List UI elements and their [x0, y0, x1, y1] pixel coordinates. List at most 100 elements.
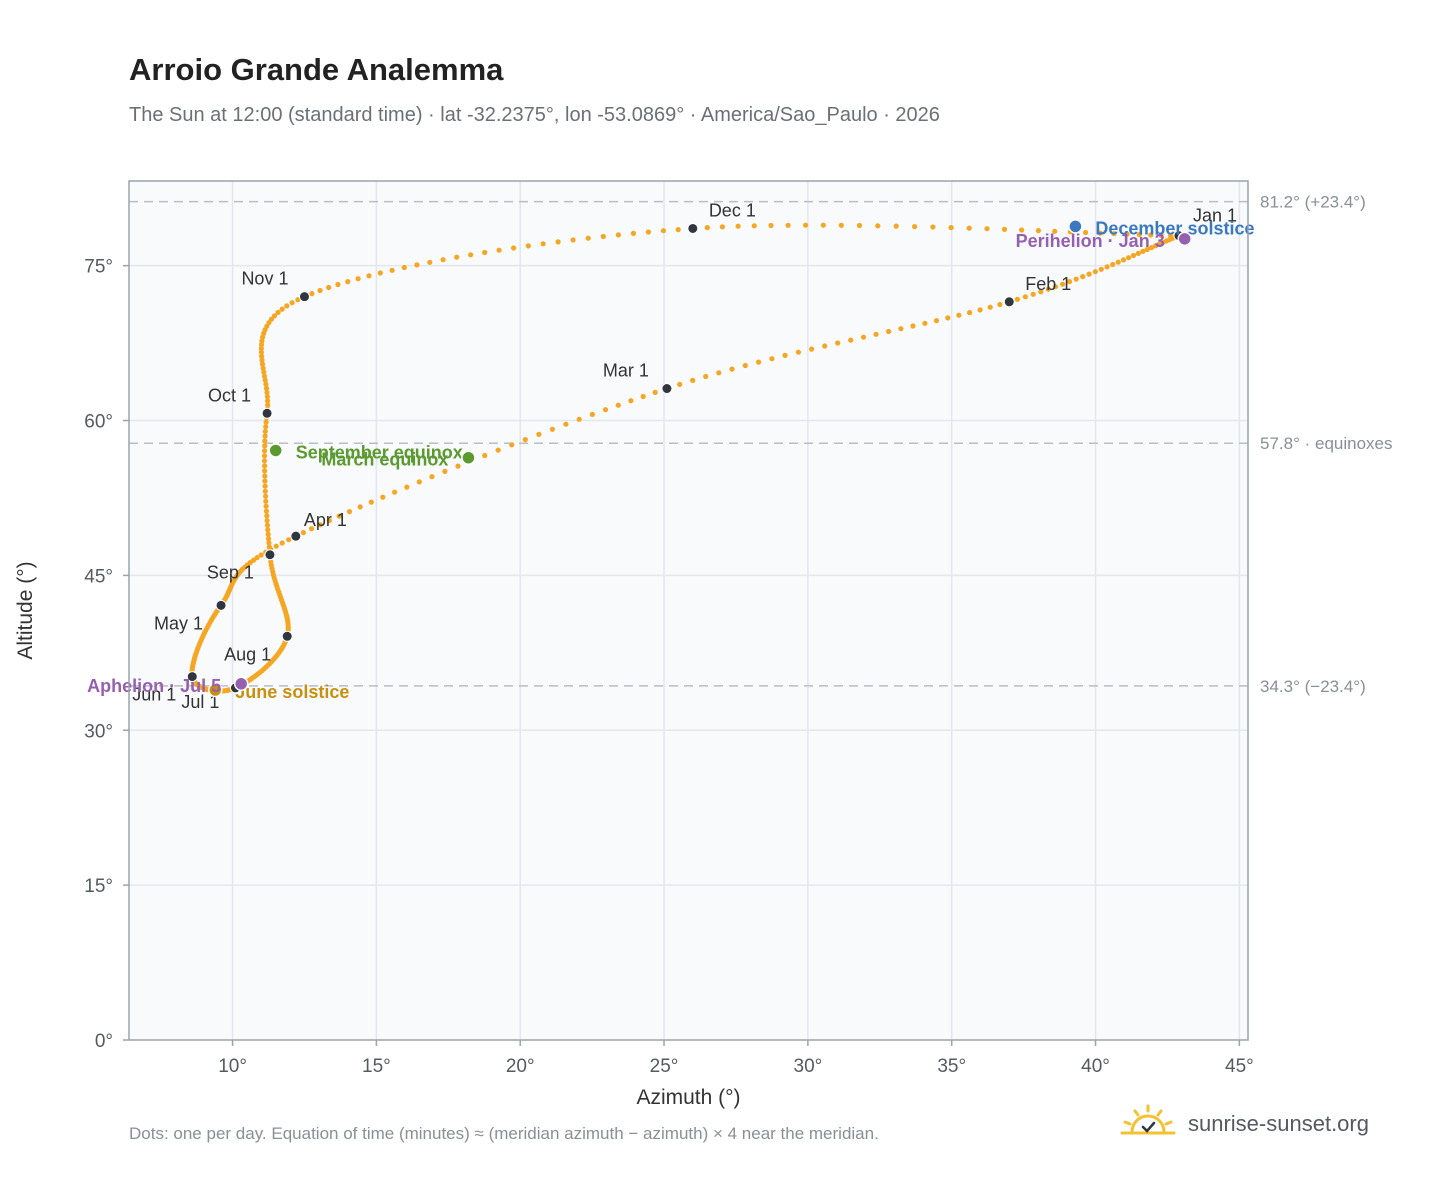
daily-dot	[264, 518, 270, 524]
daily-dot	[652, 389, 658, 395]
daily-dot	[570, 237, 576, 243]
daily-dot	[262, 448, 268, 454]
daily-dot	[602, 407, 609, 413]
event-label: December solstice	[1095, 218, 1254, 238]
daily-dot	[263, 508, 269, 514]
daily-dot	[262, 428, 268, 434]
daily-dot	[910, 323, 916, 329]
daily-dot	[1148, 232, 1154, 238]
daily-dot	[427, 259, 433, 265]
daily-dot	[856, 222, 863, 229]
month-label: Sep 1	[207, 563, 254, 583]
daily-dot	[704, 225, 710, 231]
daily-dot	[948, 225, 954, 231]
daily-dot	[401, 264, 407, 271]
daily-dot	[263, 498, 269, 504]
daily-dot	[495, 447, 501, 453]
daily-dot	[1130, 252, 1137, 259]
y-tick-label: 75°	[84, 257, 113, 278]
daily-dot	[429, 474, 435, 480]
daily-dot	[336, 513, 342, 519]
daily-dot	[1030, 291, 1036, 297]
daily-dot	[279, 540, 285, 546]
x-tick-label: 45°	[1225, 1056, 1254, 1077]
daily-dot	[809, 346, 815, 352]
daily-dot	[1098, 266, 1104, 272]
footnote: Dots: one per day. Equation of time (min…	[129, 1124, 879, 1143]
daily-dot	[355, 276, 361, 282]
daily-dot	[265, 527, 271, 533]
daily-dot	[482, 249, 488, 256]
daily-dot	[1111, 231, 1117, 237]
daily-dot	[308, 526, 315, 532]
x-tick-label: 10°	[218, 1056, 247, 1077]
daily-dot	[262, 443, 268, 449]
daily-dot	[264, 394, 270, 400]
month-label: Jul 1	[181, 692, 219, 712]
month-marker	[281, 630, 293, 642]
x-tick-label: 15°	[362, 1056, 391, 1077]
daily-dot	[820, 222, 826, 228]
daily-dot	[803, 222, 809, 228]
x-tick-label: 30°	[794, 1056, 823, 1077]
daily-dot	[660, 228, 667, 234]
daily-dot	[860, 334, 867, 340]
daily-dot	[264, 389, 270, 396]
daily-dot	[468, 252, 474, 258]
daily-dot	[1073, 276, 1079, 282]
month-marker	[1003, 296, 1015, 308]
daily-dot	[286, 537, 292, 543]
daily-dot	[615, 232, 622, 238]
daily-dot	[576, 416, 582, 422]
y-tick-label: 30°	[84, 721, 113, 742]
daily-dot	[1045, 286, 1051, 292]
event-label: Aphelion · Jul 5	[87, 676, 221, 696]
daily-dot	[260, 365, 266, 371]
daily-dot	[848, 337, 854, 343]
daily-dot	[1135, 250, 1141, 256]
daily-dot	[589, 411, 596, 417]
daily-dot	[262, 377, 268, 383]
brand-label[interactable]: sunrise-sunset.org	[1188, 1111, 1369, 1136]
daily-dot	[563, 421, 569, 427]
daily-dot	[259, 353, 265, 359]
daily-dot	[263, 424, 269, 430]
daily-dot	[416, 479, 422, 485]
y-tick-label: 15°	[84, 876, 113, 897]
daily-dot	[261, 373, 268, 379]
brand[interactable]: sunrise-sunset.org	[1120, 1102, 1369, 1146]
chart-subtitle: The Sun at 12:00 (standard time) · lat -…	[129, 104, 940, 126]
daily-dot	[271, 313, 278, 319]
x-tick-label: 35°	[937, 1056, 966, 1077]
daily-dot	[309, 291, 315, 297]
daily-dot	[317, 522, 323, 528]
daily-dot	[1001, 226, 1008, 232]
daily-dot	[335, 281, 341, 288]
reference-line-label: 57.8° · equinoxes	[1260, 434, 1393, 453]
daily-dot	[263, 381, 269, 387]
daily-dot	[756, 359, 762, 365]
month-marker	[687, 222, 699, 234]
daily-dot	[265, 536, 272, 542]
month-label: Apr 1	[304, 510, 347, 530]
daily-dot	[645, 229, 652, 235]
daily-dot	[886, 328, 892, 335]
daily-dot	[262, 478, 268, 484]
y-axis-label: Altitude (°)	[14, 561, 37, 659]
daily-dot	[263, 493, 269, 499]
daily-dot	[1120, 257, 1127, 263]
daily-dot	[1136, 232, 1142, 238]
y-tick-label: 0°	[95, 1031, 113, 1052]
reference-line-label: 81.2° (+23.4°)	[1260, 193, 1366, 212]
daily-dot	[258, 552, 264, 558]
daily-dot	[284, 303, 290, 309]
daily-dot	[1104, 264, 1110, 270]
daily-dot	[719, 224, 726, 230]
daily-dot	[509, 442, 515, 448]
daily-dot	[1060, 281, 1066, 287]
daily-dot	[295, 297, 301, 303]
daily-dot	[1144, 246, 1150, 253]
daily-dot	[345, 279, 351, 285]
reference-line-label: 34.3° (−23.4°)	[1260, 677, 1366, 696]
daily-dot	[289, 300, 295, 306]
